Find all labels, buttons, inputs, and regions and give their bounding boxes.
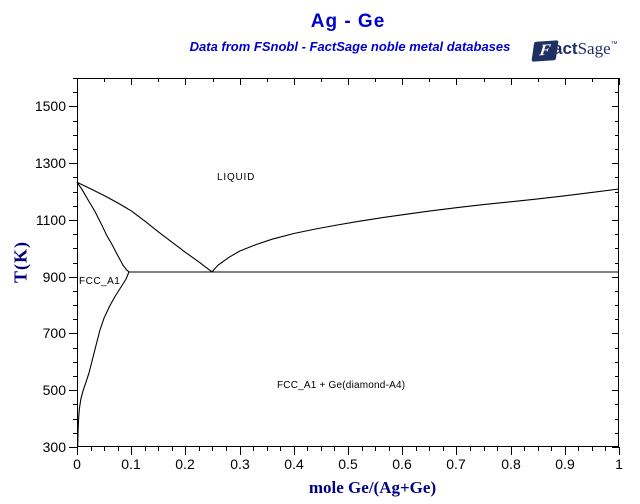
trademark-symbol: ™ [610, 41, 618, 48]
curve-liquidus-right [211, 188, 620, 273]
y-tick-label: 500 [43, 382, 67, 398]
x-tick-label: 0.1 [121, 456, 141, 472]
x-tick-label: 0.8 [501, 456, 521, 472]
x-tick-label: 0.9 [555, 456, 575, 472]
x-tick-label: 0.3 [230, 456, 250, 472]
curve-solidus [76, 181, 130, 273]
phase-label-fcc-a1: FCC_A1 [79, 276, 121, 287]
x-tick-label: 0.5 [338, 456, 358, 472]
x-tick-label: 0.4 [284, 456, 304, 472]
phase-label-fcc-plus-ge-diamond: FCC_A1 + Ge(diamond-A4) [277, 380, 406, 391]
y-tick-label: 1500 [35, 98, 66, 114]
chart-title: Ag - Ge [310, 11, 386, 32]
x-tick-label: 0.7 [446, 456, 466, 472]
x-axis-title: mole Ge/(Ag+Ge) [308, 478, 437, 497]
x-tick-label: 0.2 [175, 456, 195, 472]
y-tick-label: 1300 [35, 155, 66, 171]
factsage-logo-act-text: act [553, 39, 578, 58]
x-tick-label: 1 [615, 456, 623, 472]
y-tick-label: 900 [43, 269, 67, 285]
factsage-logo-sage-text: Sage [577, 39, 611, 58]
phase-label-liquid: LIQUID [217, 172, 256, 183]
chart-subtitle: Data from FSnobl - FactSage noble metal … [189, 39, 511, 54]
x-tick-label: 0.6 [392, 456, 412, 472]
y-tick-label: 700 [43, 325, 67, 341]
factsage-logo: F act Sage ™ [531, 39, 618, 65]
y-tick-label: 300 [43, 439, 67, 455]
curve-liquidus-left [76, 181, 213, 273]
curve-fcc-solvus [77, 271, 130, 448]
y-tick-label: 1100 [36, 212, 66, 228]
x-tick-label: 0 [73, 456, 81, 472]
plot-border [77, 78, 619, 447]
